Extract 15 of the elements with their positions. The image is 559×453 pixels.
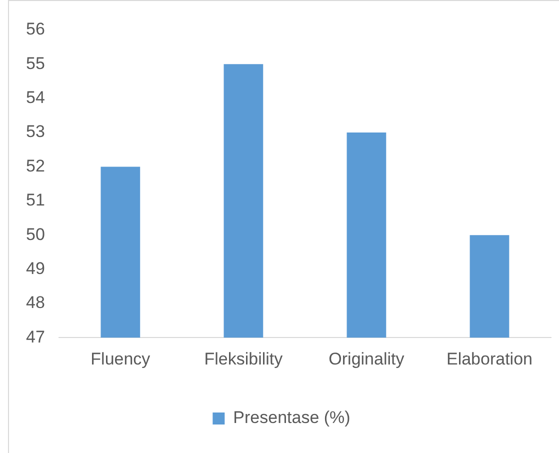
y-tick-label: 48 bbox=[26, 293, 45, 312]
x-tick-label: Elaboration bbox=[446, 349, 532, 368]
y-tick-label: 47 bbox=[26, 327, 45, 346]
y-tick-label: 50 bbox=[26, 224, 45, 244]
y-tick-label: 49 bbox=[26, 258, 45, 278]
x-tick-label: Originality bbox=[328, 349, 405, 368]
y-tick-label: 52 bbox=[26, 156, 45, 176]
x-tick-label: Fleksibility bbox=[204, 349, 284, 368]
legend-label: Presentase (%) bbox=[233, 408, 350, 428]
y-tick-label: 55 bbox=[26, 54, 45, 73]
y-tick-label: 51 bbox=[26, 190, 45, 210]
x-tick-label: Fluency bbox=[90, 349, 151, 368]
y-tick-label: 56 bbox=[26, 20, 45, 39]
y-tick-label: 54 bbox=[26, 88, 45, 108]
y-tick-label: 53 bbox=[26, 122, 45, 142]
